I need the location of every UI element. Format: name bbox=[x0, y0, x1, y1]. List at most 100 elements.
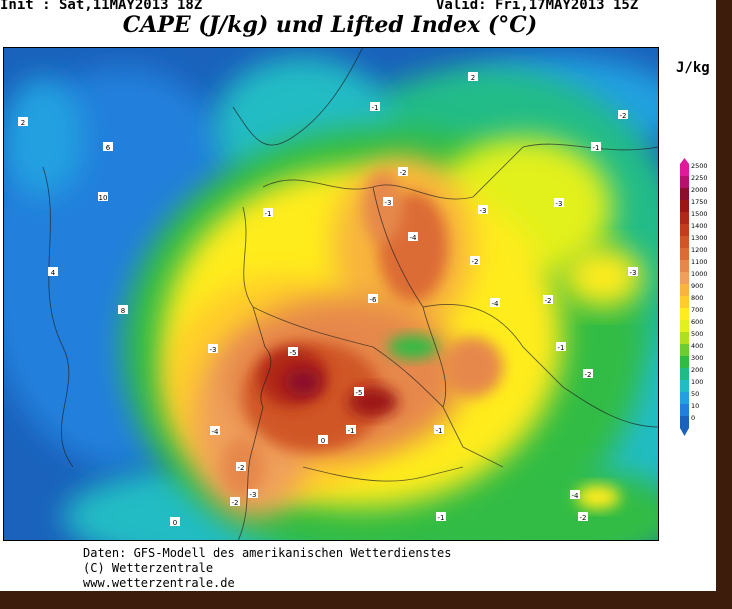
legend-label: 700 bbox=[691, 306, 703, 314]
legend-swatch bbox=[680, 212, 689, 225]
legend-swatch bbox=[680, 164, 689, 177]
contour-label-box bbox=[578, 512, 588, 521]
contour-label: 6 bbox=[106, 144, 111, 152]
contour-label-box bbox=[628, 267, 638, 276]
legend-unit: J/kg bbox=[676, 60, 710, 76]
legend-label: 1000 bbox=[691, 270, 708, 278]
legend-label: 800 bbox=[691, 294, 703, 302]
legend-swatch bbox=[680, 332, 689, 345]
contour-label-box bbox=[346, 425, 356, 434]
legend-label: 400 bbox=[691, 342, 703, 350]
legend-label: 50 bbox=[691, 390, 699, 398]
legend-label: 1400 bbox=[691, 222, 708, 230]
footer-copyright: (C) Wetterzentrale bbox=[83, 561, 214, 575]
contour-label-box bbox=[118, 305, 128, 314]
contour-label-box bbox=[470, 256, 480, 265]
contour-label: -4 bbox=[212, 428, 220, 436]
contour-label: -2 bbox=[580, 514, 587, 522]
color-legend: 2500225020001750150014001300120011001000… bbox=[680, 158, 708, 436]
legend-label: 600 bbox=[691, 318, 703, 326]
contour-label: -1 bbox=[438, 514, 445, 522]
legend-swatch bbox=[680, 356, 689, 369]
contour-label-box bbox=[554, 198, 564, 207]
contour-label: 0 bbox=[321, 437, 325, 445]
contour-label: -1 bbox=[372, 104, 379, 112]
contour-label: -2 bbox=[238, 464, 245, 472]
cape-area bbox=[576, 485, 620, 509]
legend-swatch bbox=[680, 308, 689, 321]
legend-swatch bbox=[680, 224, 689, 237]
contour-label: -6 bbox=[370, 296, 378, 304]
contour-label-box bbox=[170, 517, 180, 526]
contour-label: 0 bbox=[173, 519, 177, 527]
map-frame bbox=[3, 47, 659, 541]
contour-label-box bbox=[434, 425, 444, 434]
contour-label: -4 bbox=[492, 300, 500, 308]
legend-label: 1100 bbox=[691, 258, 708, 266]
contour-label-box bbox=[230, 497, 240, 506]
legend-label: 100 bbox=[691, 378, 703, 386]
legend-swatch bbox=[680, 248, 689, 261]
footer-url: www.wetterzentrale.de bbox=[83, 576, 235, 590]
contour-label-box bbox=[210, 426, 220, 435]
contour-label-box bbox=[103, 142, 113, 151]
valid-time: Valid: Fri,17MAY2013 15Z bbox=[436, 0, 639, 13]
contour-label: -1 bbox=[436, 427, 443, 435]
legend-swatch bbox=[680, 188, 689, 201]
contour-label: -2 bbox=[400, 169, 407, 177]
contour-label: -3 bbox=[250, 491, 257, 499]
legend-swatch bbox=[680, 416, 689, 429]
cape-area bbox=[443, 337, 503, 397]
init-time: Init : Sat,11MAY2013 18Z bbox=[0, 0, 203, 13]
legend-label: 2250 bbox=[691, 174, 708, 182]
legend-swatch bbox=[680, 272, 689, 285]
contour-label-box bbox=[248, 489, 258, 498]
contour-label-box bbox=[591, 142, 601, 151]
legend-label: 500 bbox=[691, 330, 703, 338]
legend-label: 1500 bbox=[691, 210, 708, 218]
contour-label: -5 bbox=[356, 389, 363, 397]
legend-swatch bbox=[680, 284, 689, 297]
map: -1 -2 -3 -4 -3 -2 -5 -6 -5 -4 -3 -2 -1 -2 -3 -1 -1 -4 -3 -2… bbox=[3, 47, 659, 541]
footer-source: Daten: GFS-Modell des amerikanischen Wet… bbox=[83, 546, 452, 560]
legend-label: 2500 bbox=[691, 162, 708, 170]
cape-area bbox=[443, 467, 659, 541]
contour-label-box bbox=[543, 295, 553, 304]
contour-label: -4 bbox=[410, 234, 418, 242]
contour-label: 2 bbox=[471, 74, 475, 82]
legend-swatch bbox=[680, 344, 689, 357]
contour-label-box bbox=[48, 267, 58, 276]
legend-swatch bbox=[680, 368, 689, 381]
contour-label-box bbox=[288, 347, 298, 356]
legend-label: 10 bbox=[691, 402, 699, 410]
contour-label: -2 bbox=[620, 112, 627, 120]
legend-swatch bbox=[680, 236, 689, 249]
contour-label: -1 bbox=[593, 144, 600, 152]
contour-label: 8 bbox=[121, 307, 125, 315]
contour-label: 4 bbox=[51, 269, 56, 277]
legend-swatch bbox=[680, 176, 689, 189]
contour-label: -1 bbox=[265, 210, 272, 218]
legend-swatch bbox=[680, 320, 689, 333]
contour-label-box bbox=[354, 387, 364, 396]
legend-swatch bbox=[680, 380, 689, 393]
contour-label-box bbox=[368, 294, 378, 303]
contour-label: -2 bbox=[545, 297, 552, 305]
contour-label-box bbox=[490, 298, 500, 307]
legend-swatch bbox=[680, 296, 689, 309]
legend-tip-bottom bbox=[680, 428, 689, 436]
legend-swatch bbox=[680, 404, 689, 417]
legend-tip-top bbox=[680, 158, 689, 164]
contour-label: 2 bbox=[21, 119, 25, 127]
legend-label: 0 bbox=[691, 414, 695, 422]
contour-label-box bbox=[318, 435, 328, 444]
contour-label-box bbox=[618, 110, 628, 119]
contour-label-box bbox=[263, 208, 273, 217]
legend-swatch bbox=[680, 392, 689, 405]
contour-label-box bbox=[398, 167, 408, 176]
contour-label: -2 bbox=[585, 371, 592, 379]
map-title: CAPE (J/kg) und Lifted Index (°C) bbox=[122, 12, 538, 38]
contour-label-box bbox=[208, 344, 218, 353]
contour-label: 10 bbox=[99, 194, 108, 202]
